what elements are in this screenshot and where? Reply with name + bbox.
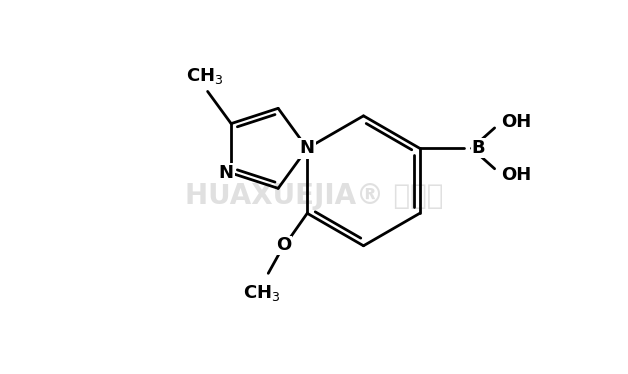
Text: B: B bbox=[472, 140, 485, 157]
Text: OH: OH bbox=[501, 166, 531, 184]
Text: N: N bbox=[300, 140, 315, 157]
Text: CH$_3$: CH$_3$ bbox=[244, 283, 281, 303]
Text: N: N bbox=[219, 164, 234, 182]
Text: CH$_3$: CH$_3$ bbox=[186, 67, 223, 86]
Text: OH: OH bbox=[501, 113, 531, 131]
Text: O: O bbox=[276, 236, 291, 254]
Text: HUAXUEJIA® 化学加: HUAXUEJIA® 化学加 bbox=[185, 182, 443, 210]
